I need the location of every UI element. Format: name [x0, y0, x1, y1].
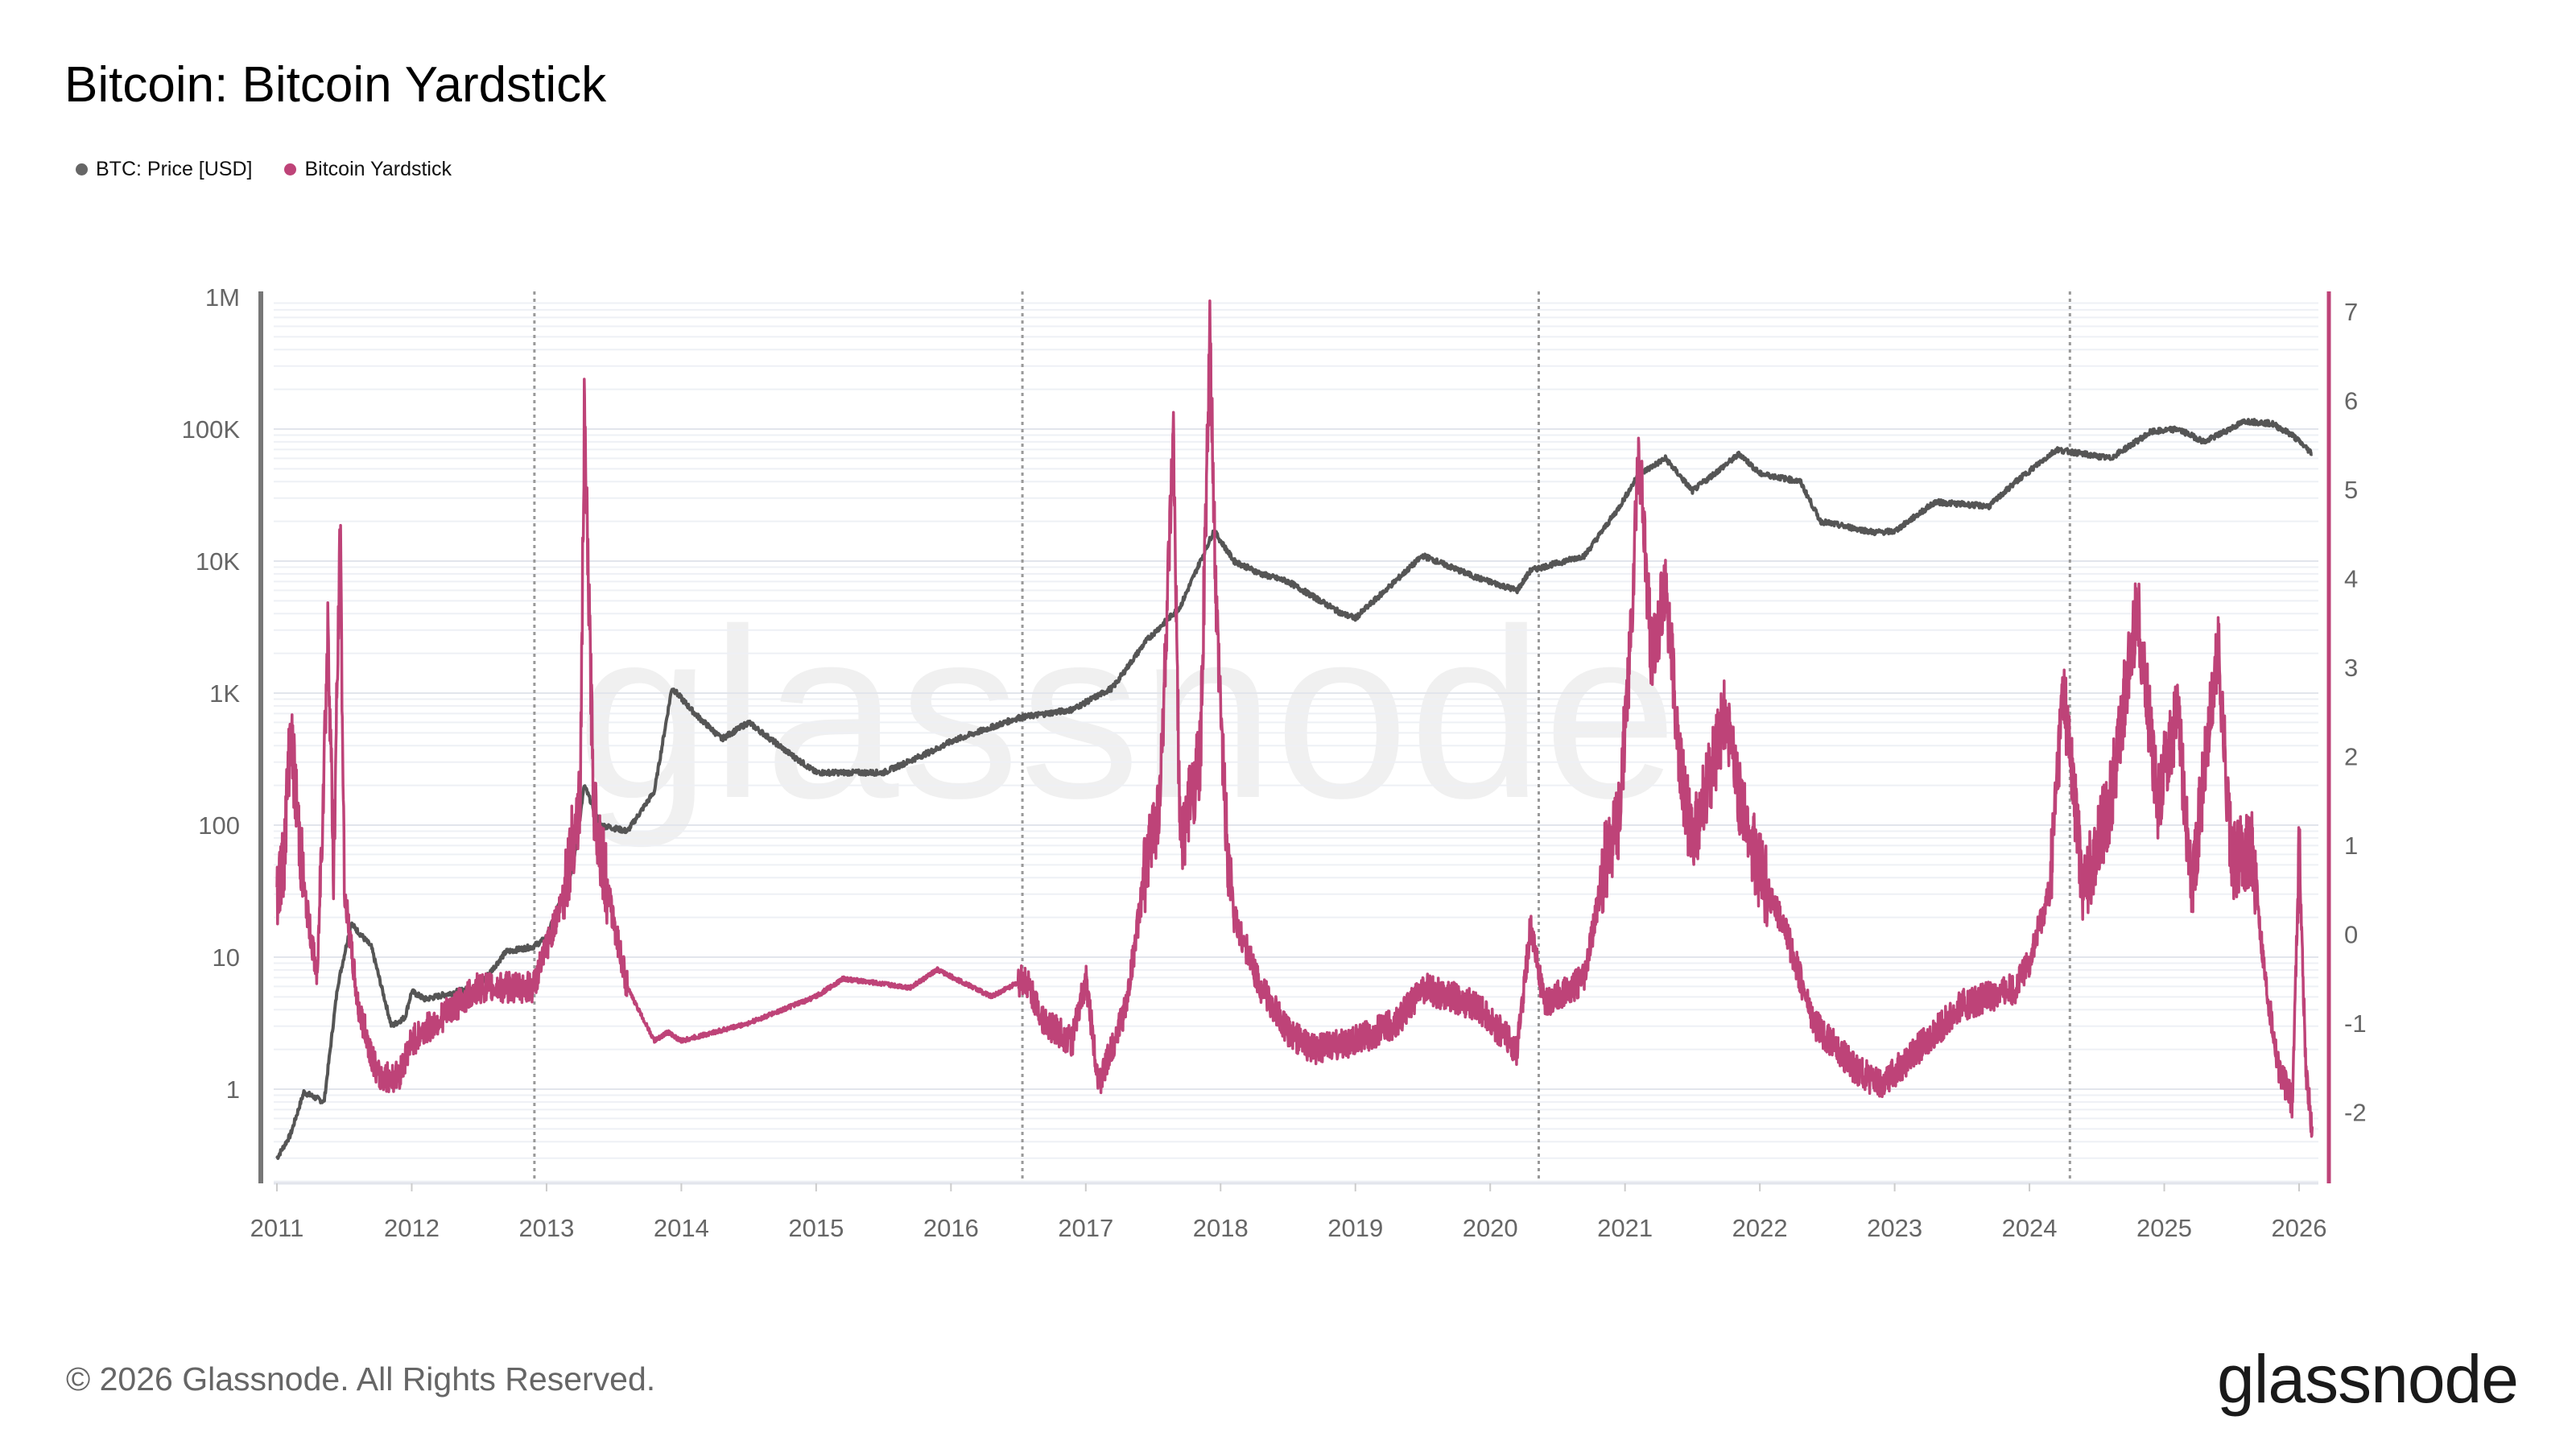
x-tick-label: 2016: [923, 1214, 979, 1242]
x-tick-label: 2019: [1327, 1214, 1383, 1242]
y-left-tick-label: 1M: [205, 283, 240, 312]
legend-dot-icon: [284, 163, 297, 175]
x-tick-label: 2017: [1058, 1214, 1113, 1242]
chart-title: Bitcoin: Bitcoin Yardstick: [64, 57, 607, 113]
glassnode-logo: glassnode: [2217, 1341, 2519, 1417]
yardstick-line: [275, 299, 2314, 1138]
x-tick-label: 2025: [2136, 1214, 2192, 1242]
x-tick-label: 2015: [788, 1214, 844, 1242]
legend-label: Bitcoin Yardstick: [304, 158, 452, 180]
y-left-tick-label: 100K: [182, 415, 241, 444]
y-right-tick-label: -2: [2344, 1099, 2367, 1127]
y-right-tick-label: 7: [2344, 298, 2358, 326]
x-tick-label: 2014: [654, 1214, 709, 1242]
x-tick-label: 2024: [2002, 1214, 2058, 1242]
x-tick-label: 2026: [2272, 1214, 2327, 1242]
y-left-tick-label: 10K: [196, 547, 240, 576]
y-left-tick-label: 1: [226, 1075, 240, 1104]
x-tick-label: 2020: [1463, 1214, 1518, 1242]
legend-item-yardstick[interactable]: Bitcoin Yardstick: [284, 158, 452, 181]
legend: BTC: Price [USD] Bitcoin Yardstick: [76, 158, 452, 181]
legend-label: BTC: Price [USD]: [96, 158, 253, 180]
legend-item-price[interactable]: BTC: Price [USD]: [76, 158, 252, 181]
y-right-tick-label: 3: [2344, 654, 2358, 682]
price-line: [275, 418, 2314, 1160]
x-tick-label: 2012: [384, 1214, 440, 1242]
y-right-tick-label: 2: [2344, 743, 2358, 771]
y-right-tick-label: 4: [2344, 565, 2358, 593]
x-tick-label: 2018: [1193, 1214, 1249, 1242]
x-tick-label: 2022: [1732, 1214, 1788, 1242]
y-left-tick-label: 1K: [209, 679, 240, 708]
y-right-tick-label: -1: [2344, 1009, 2367, 1038]
y-right-tick-label: 6: [2344, 387, 2358, 415]
y-left-tick-label: 10: [213, 943, 240, 972]
x-tick-label: 2011: [250, 1214, 304, 1242]
x-tick-label: 2023: [1867, 1214, 1922, 1242]
x-tick-label: 2013: [518, 1214, 574, 1242]
y-right-tick-label: 1: [2344, 832, 2358, 860]
legend-dot-icon: [76, 163, 88, 175]
y-right-tick-label: 0: [2344, 921, 2358, 949]
copyright-footer: © 2026 Glassnode. All Rights Reserved.: [66, 1360, 656, 1397]
y-left-tick-label: 100: [198, 811, 240, 840]
y-right-tick-label: 5: [2344, 476, 2358, 504]
x-tick-label: 2021: [1597, 1214, 1653, 1242]
